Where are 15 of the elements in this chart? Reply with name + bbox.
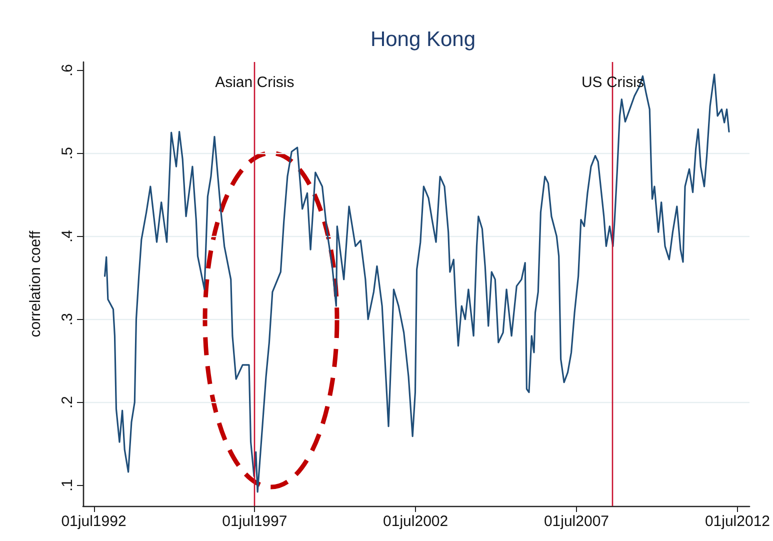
y-tick-label: .1 [59,478,76,492]
x-tick-label: 01jul1992 [61,513,126,530]
ref-line-label: Asian Crisis [215,74,294,91]
y-tick-label: .4 [59,230,76,243]
x-tick-label: 01jul2007 [544,513,610,530]
x-tick-label: 01jul1997 [222,513,288,530]
y-tick-label: .5 [59,147,76,160]
chart-title: Hong Kong [370,28,476,51]
y-tick-label: .2 [59,396,76,409]
line-series [104,74,730,493]
y-tick-label: .6 [59,64,76,77]
y-axis-title: correlation coeff [27,230,44,338]
x-tick-label: 01jul2012 [704,513,770,530]
x-tick-label: 01jul2002 [383,513,448,530]
y-tick-label: .3 [59,313,76,326]
